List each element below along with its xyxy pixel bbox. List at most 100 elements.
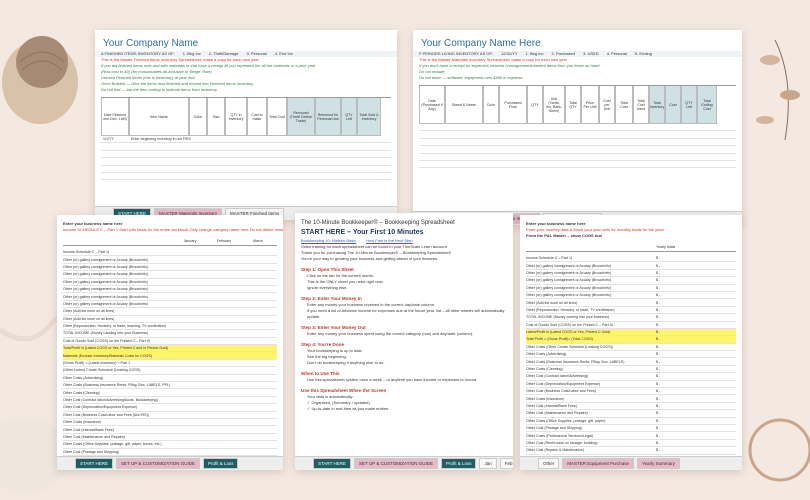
row-label: Other Cost (Maintenance and Repairs) (526, 411, 588, 416)
row-value: $ - (656, 374, 661, 379)
table-row (419, 124, 736, 132)
row-label: Cost of Goods Sold (COGS) on the Printed… (63, 338, 150, 343)
row-value: $ - (656, 307, 661, 312)
data-row: Other (or) gallery consignment or Acuary… (526, 277, 736, 285)
data-row: Other Cost (Maintenance and Repairs) $ - (526, 410, 736, 418)
column-header: Date Finished mm-Dec, Lldh) (101, 98, 129, 136)
data-row: Other Cost (Interest/Bank Fees) $ - (526, 403, 736, 411)
column-header: QTY Left (681, 86, 697, 124)
from-note: From the P&L Master – show COGS too! (526, 233, 603, 238)
instruction: Do not include (419, 69, 445, 74)
data-row: Income Schedule C – Part 1) (63, 249, 277, 257)
row-label: Other Costs (Business Insurance Rents, P… (526, 359, 625, 364)
row-label: Total Profit = (Gross Profit) / (Total C… (526, 337, 593, 342)
data-row: Other Cost (Contract labor/Advertising/A… (63, 397, 277, 405)
data-row: Other Cost (Business Cost/Labor and Fees… (63, 412, 277, 419)
month: February (216, 238, 232, 243)
data-row: Latest/Profit in (Latest COGS or Yes, Pr… (526, 328, 736, 337)
column-header: Cost (665, 86, 681, 124)
row-label: Other Costs (Advertising) (526, 352, 567, 357)
data-row: Other (Add list more on all lines) $ - (526, 299, 736, 307)
row-label: Other (or) gallery consignment or Acuary… (63, 257, 149, 262)
data-row: Other Costs (Business Insurance Rents, P… (526, 358, 736, 366)
row-label: Other Costs (Office Supplies, postage, g… (63, 442, 162, 447)
column-header: Total Cost (615, 86, 633, 124)
sheet-tab[interactable]: Yearly Summary (637, 458, 680, 469)
row-value: $ - (656, 433, 661, 438)
row-label: Other Costs (Other Create Schedule (Leak… (526, 344, 613, 349)
step-line: Ignore everything else. (307, 285, 348, 290)
step-title: Step 1: Open This Sheet (301, 267, 354, 272)
column-header: QTY in Inventory (225, 98, 247, 136)
intro: Video training for each spreadsheet can … (301, 244, 447, 249)
row-value: $ - (656, 367, 661, 372)
sheet-tab[interactable]: START HERE (75, 458, 114, 469)
table-row: 1/1/YY Enter beginning inventory in red F… (101, 136, 391, 144)
data-row: Income Schedule C – Part 1) $ - (526, 255, 736, 263)
row-value: $ - (656, 322, 661, 327)
table-header: Date (Purchased if Any) Brand & Name Color… (419, 85, 736, 124)
tab-bar: START HERE SET UP & CUSTOMIZATION GUIDE Pr… (57, 456, 283, 470)
row-value: $ - (656, 293, 661, 298)
column-header: Date (Purchased if Any) (419, 86, 445, 124)
row-label: TOTAL INCOME (Money Landing Into your Bu… (63, 331, 149, 336)
column-header: Color (189, 98, 207, 136)
row-label: Other (or) gallery consignment or Acuary… (63, 264, 149, 269)
row-value: $ - (656, 359, 661, 364)
link[interactable]: Bookkeeping 10: Nielsen Basic (301, 238, 357, 243)
cell: 1/1/YY (103, 137, 114, 142)
column-header: Price Per Unit (581, 86, 599, 124)
subtitle: START HERE – Your First 10 Minutes (301, 229, 424, 236)
data-row: Total/Profit in (Latest COGS or Yes, Pri… (63, 345, 277, 353)
sheet-tab[interactable]: START HERE (313, 458, 352, 469)
data-row: Other (or) gallery consignment or Acuary… (526, 285, 736, 292)
step-line: This is the ONLY sheet you need right no… (307, 279, 384, 284)
data-row: Other Cost (Maintenance and Repairs) (63, 434, 277, 442)
table-row (101, 166, 391, 173)
row-label: Other Cost (Rent/Lease on storage, build… (526, 440, 598, 445)
row-label: Other (Reproduction, Heraldry, or trade;… (526, 307, 615, 312)
sheet-tab[interactable]: Jan (479, 458, 497, 469)
column-header: Brand & Name (445, 86, 483, 124)
stem (774, 39, 789, 141)
step-line: Enter any money your business spent usin… (307, 331, 474, 336)
hint: Income SCHEDULE C – Part 1 Start with to… (63, 227, 283, 232)
step: 1. Beg Inv (182, 51, 201, 56)
row-label: Other (Add list more on all lines) (526, 300, 578, 305)
row-label: Latest/Profit in (Latest COGS or Yes, Pr… (526, 330, 611, 335)
data-row: Other Costs (Business Insurance Rents, P… (63, 382, 277, 390)
data-row: Other Cost (Postage and Shipping) $ - (526, 425, 736, 433)
step-line: If you need a list of Advance income for… (307, 308, 505, 319)
sheet-tab[interactable]: Feb (499, 458, 513, 469)
step-line: Enter any money your business received i… (307, 302, 436, 307)
column-header: Size (207, 98, 225, 136)
note: This is the Master Materials Inventory S… (419, 57, 568, 62)
sheet-yearly-summary: Enter your business name here Enter your … (520, 215, 742, 470)
data-row: Other Cost (Postage and Shipping) (63, 449, 277, 456)
knit (0, 417, 70, 493)
data-row: Other Costs (Cleaning) $ - (526, 366, 736, 374)
coil (748, 418, 810, 482)
sheet-tab[interactable]: Other (538, 458, 560, 469)
link[interactable]: How Fast Is the Next Step (366, 238, 413, 243)
row-value: $ - (656, 389, 661, 394)
row-value: $ - (656, 337, 661, 342)
step-line: See the big beginning. (307, 354, 347, 359)
row-value: $ - (656, 330, 661, 335)
sheet-tab[interactable]: Profit & Loss (202, 458, 239, 469)
instruction: Unused Finished Items (this is Inventory… (101, 75, 195, 80)
row-label: Other (or) gallery consignment or Acuary… (63, 279, 149, 284)
data-row: Other (Reproduction, Heraldry, or trade;… (526, 307, 736, 315)
sheet-tab[interactable]: MASTER Equipment Purchase (562, 458, 635, 469)
sheet-tab[interactable]: SET UP & CUSTOMIZATION GUIDE (116, 458, 200, 469)
data-row: (Gross Profit) = (Latest Inventory) = Pa… (63, 360, 277, 368)
step: 4. End Inv (274, 51, 293, 56)
yarn-ball (16, 36, 68, 88)
data-row: Other (or) gallery consignment or Acuary… (526, 292, 736, 300)
step-line: Use this spreadsheet system once a week … (307, 377, 478, 382)
sheet-tab[interactable]: Profit & Loss (440, 458, 477, 469)
sheet-tab[interactable]: SET UP & CUSTOMIZATION GUIDE (354, 458, 438, 469)
heading: A FINISHED ITEMS INVENTORY AS OF: (101, 51, 175, 56)
row-value: $ - (656, 263, 661, 268)
